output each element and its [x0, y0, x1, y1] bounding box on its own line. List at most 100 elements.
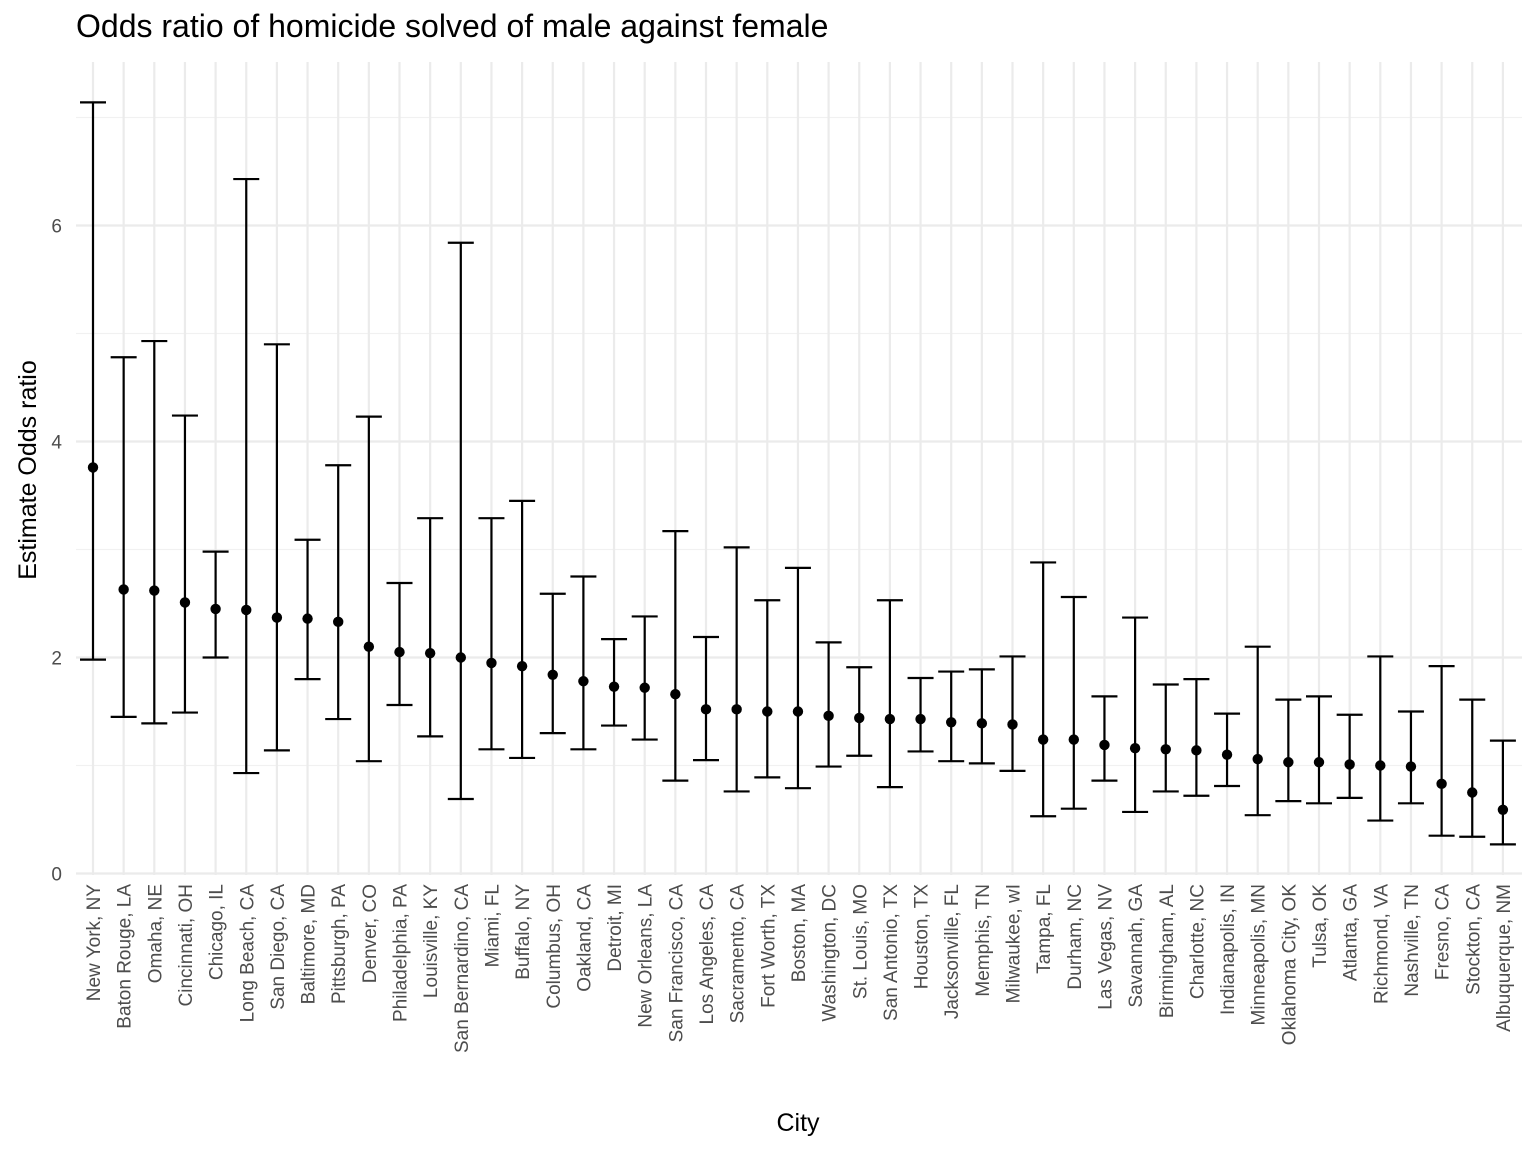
- estimate-point: [1129, 743, 1141, 754]
- x-tick-label: Omaha, NE: [145, 884, 166, 983]
- error-bar: [417, 517, 444, 738]
- x-tick-label: Memphis, TN: [973, 884, 994, 997]
- error-bar: [355, 415, 382, 763]
- estimate-point: [1037, 734, 1049, 745]
- error-bar: [1091, 695, 1118, 782]
- estimate-point: [1497, 804, 1509, 815]
- x-tick-label: Indianapolis, IN: [1218, 884, 1239, 1015]
- error-bar: [1122, 616, 1149, 814]
- estimate-point: [87, 462, 99, 473]
- estimate-point: [547, 669, 558, 680]
- y-axis-title: Estimate Odds ratio: [14, 360, 42, 580]
- estimate-point: [1221, 749, 1233, 760]
- estimate-point: [854, 712, 865, 724]
- estimate-point: [1375, 760, 1386, 771]
- x-axis-title: City: [776, 1109, 820, 1137]
- estimate-point: [1252, 753, 1263, 765]
- error-bar: [754, 599, 781, 779]
- estimate-point: [823, 710, 834, 722]
- error-bar: [233, 177, 260, 775]
- estimate-point: [1436, 778, 1447, 790]
- y-tick-label: 4: [51, 433, 62, 454]
- x-tick-label: Albuquerque, NM: [1494, 884, 1515, 1032]
- x-tick-label: Chicago, IL: [207, 884, 228, 980]
- x-tick-label: Miami, FL: [482, 884, 503, 967]
- estimate-point: [1007, 719, 1018, 730]
- x-tick-label: Baton Rouge, LA: [115, 884, 136, 1029]
- x-tick-label: Fresno, CA: [1433, 884, 1454, 980]
- error-bar: [1336, 713, 1363, 800]
- x-tick-label: San Antonio, TX: [881, 884, 902, 1021]
- estimate-point: [118, 584, 129, 595]
- error-bar: [846, 666, 873, 757]
- error-bar: [1275, 698, 1302, 803]
- x-tick-label: Denver, CO: [360, 884, 381, 983]
- estimate-point: [578, 676, 589, 687]
- x-tick-label: Pittsburgh, PA: [329, 884, 350, 1004]
- estimate-points: [87, 462, 1509, 815]
- error-bar: [723, 546, 750, 793]
- x-tick-label: Savannah, GA: [1126, 884, 1147, 1008]
- x-tick-label: Oklahoma City, OK: [1279, 884, 1300, 1046]
- error-bar: [1060, 595, 1087, 810]
- estimate-point: [394, 646, 405, 658]
- estimate-point: [486, 657, 497, 669]
- estimate-point: [1191, 745, 1202, 756]
- x-tick-label: Stockton, CA: [1463, 884, 1484, 995]
- estimate-point: [1313, 757, 1325, 768]
- error-bar: [784, 566, 811, 790]
- x-tick-label: Las Vegas, NV: [1095, 884, 1116, 1010]
- x-tick-label: San Francisco, CA: [666, 884, 687, 1043]
- estimate-point: [271, 612, 283, 623]
- x-tick-label: St. Louis, MO: [850, 884, 871, 999]
- x-tick-label: San Bernardino, CA: [452, 884, 473, 1053]
- estimate-point: [455, 652, 466, 663]
- x-tick-label: New Orleans, LA: [636, 884, 657, 1028]
- estimate-point: [516, 660, 528, 672]
- estimate-point: [915, 713, 926, 725]
- y-tick-label: 6: [51, 217, 62, 238]
- x-tick-label: San Diego, CA: [268, 884, 289, 1010]
- x-tick-label: Richmond, VA: [1371, 884, 1392, 1004]
- estimate-point: [792, 706, 804, 717]
- estimate-point: [179, 597, 191, 608]
- chart-title: Odds ratio of homicide solved of male ag…: [76, 8, 829, 44]
- x-tick-label: Oakland, CA: [574, 884, 595, 992]
- error-bar: [999, 655, 1026, 773]
- y-tick-labels: 0 2 4 6: [51, 217, 62, 886]
- x-tick-label: Columbus, OH: [544, 884, 565, 1009]
- x-tick-labels: New York, NY Baton Rouge, LA Omaha, NE Cinc…: [84, 884, 1515, 1053]
- estimate-point: [639, 682, 650, 693]
- error-bar: [447, 241, 474, 801]
- estimate-point: [1344, 759, 1355, 770]
- estimate-point: [608, 681, 620, 692]
- x-tick-label: Sacramento, CA: [728, 884, 749, 1024]
- estimate-point: [700, 704, 712, 715]
- estimate-point: [731, 704, 742, 715]
- estimate-point: [333, 616, 344, 628]
- estimate-point: [670, 689, 681, 700]
- x-tick-label: Detroit, MI: [605, 884, 626, 972]
- error-bar: [1030, 561, 1057, 818]
- x-tick-label: Los Angeles, CA: [697, 884, 718, 1025]
- x-tick-label: New York, NY: [84, 884, 105, 1002]
- error-bar: [1428, 665, 1455, 837]
- estimate-point: [762, 706, 773, 717]
- x-tick-label: Minneapolis, MN: [1249, 884, 1270, 1026]
- error-bar: [539, 592, 566, 735]
- estimate-point: [976, 718, 988, 729]
- x-tick-label: Buffalo, NY: [513, 884, 534, 980]
- estimate-point: [149, 585, 160, 596]
- error-bar: [141, 339, 168, 725]
- error-bar: [876, 599, 903, 789]
- x-tick-label: Tulsa, OK: [1310, 884, 1331, 968]
- error-bar: [110, 356, 137, 719]
- estimate-point: [302, 613, 313, 624]
- x-tick-label: Birmingham, AL: [1157, 884, 1178, 1018]
- x-tick-label: Tampa, FL: [1034, 884, 1055, 974]
- x-tick-label: Charlotte, NC: [1187, 884, 1208, 999]
- y-tick-label: 0: [51, 865, 62, 886]
- error-bar: [662, 530, 689, 782]
- estimate-point: [1467, 787, 1478, 798]
